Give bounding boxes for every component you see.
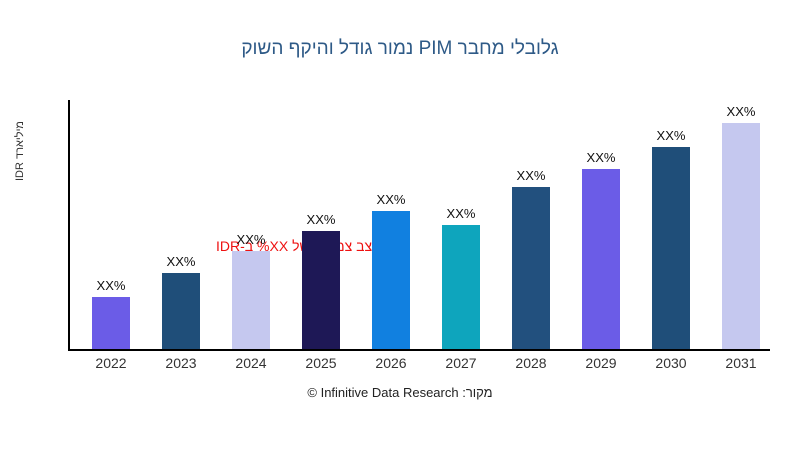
x-tick-2027: 2027	[445, 355, 477, 371]
bar-value-label-2025: XX%	[306, 212, 336, 227]
bar-value-label-2030: XX%	[656, 128, 686, 143]
bar-rect-2023[interactable]	[162, 273, 200, 349]
bar-2030[interactable]	[636, 147, 706, 349]
bar-2023[interactable]	[146, 273, 216, 349]
source-note: מקור: Infinitive Data Research ©	[307, 385, 493, 400]
bar-value-label-2031: XX%	[726, 104, 756, 119]
bar-value-label-2029: XX%	[586, 150, 616, 165]
x-tick-2025: 2025	[305, 355, 337, 371]
bars-layer: XX% XX% XX% XX% XX% XX% XX% XX% XX% XX%	[68, 100, 778, 350]
plot-area: קצב צמיחה של XX% ב-IDR XX%XX%XX%XX%XX%XX…	[68, 100, 778, 351]
bar-rect-2031[interactable]	[722, 123, 760, 349]
bar-rect-2022[interactable]	[92, 297, 130, 349]
bar-value-label-2024: XX%	[236, 232, 266, 247]
bar-value-label-2026: XX%	[376, 192, 406, 207]
x-tick-2026: 2026	[375, 355, 407, 371]
bar-2025[interactable]	[286, 231, 356, 349]
x-tick-2030: 2030	[655, 355, 687, 371]
bar-rect-2025[interactable]	[302, 231, 340, 349]
y-axis-line	[68, 100, 70, 350]
bar-2024[interactable]	[216, 251, 286, 349]
bar-2026[interactable]	[356, 211, 426, 349]
bar-2031[interactable]	[706, 123, 776, 349]
x-tick-2023: 2023	[165, 355, 197, 371]
y-axis-label: מיליארד IDR	[14, 121, 26, 181]
bar-2029[interactable]	[566, 169, 636, 349]
x-tick-2028: 2028	[515, 355, 547, 371]
x-tick-2031: 2031	[725, 355, 757, 371]
page-title: גלובלי מחבר PIM נמור גודל והיקף השוק	[241, 38, 559, 59]
bar-rect-2028[interactable]	[512, 187, 550, 349]
x-axis-line	[68, 349, 770, 351]
bar-value-label-2023: XX%	[166, 254, 196, 269]
bar-2027[interactable]	[426, 225, 496, 349]
x-tick-2024: 2024	[235, 355, 267, 371]
bar-rect-2024[interactable]	[232, 251, 270, 349]
x-axis-tick-labels: 2022 2023 2024 2025 2026 2027 2028 2029 2030 2031	[68, 355, 778, 377]
bar-2022[interactable]	[76, 297, 146, 349]
x-tick-2029: 2029	[585, 355, 617, 371]
bar-rect-2026[interactable]	[372, 211, 410, 349]
bar-value-label-2022: XX%	[96, 278, 126, 293]
bar-rect-2027[interactable]	[442, 225, 480, 349]
bar-rect-2030[interactable]	[652, 147, 690, 349]
bar-2028[interactable]	[496, 187, 566, 349]
x-tick-2022: 2022	[95, 355, 127, 371]
bar-value-label-2028: XX%	[516, 168, 546, 183]
bar-value-label-2027: XX%	[446, 206, 476, 221]
bar-rect-2029[interactable]	[582, 169, 620, 349]
